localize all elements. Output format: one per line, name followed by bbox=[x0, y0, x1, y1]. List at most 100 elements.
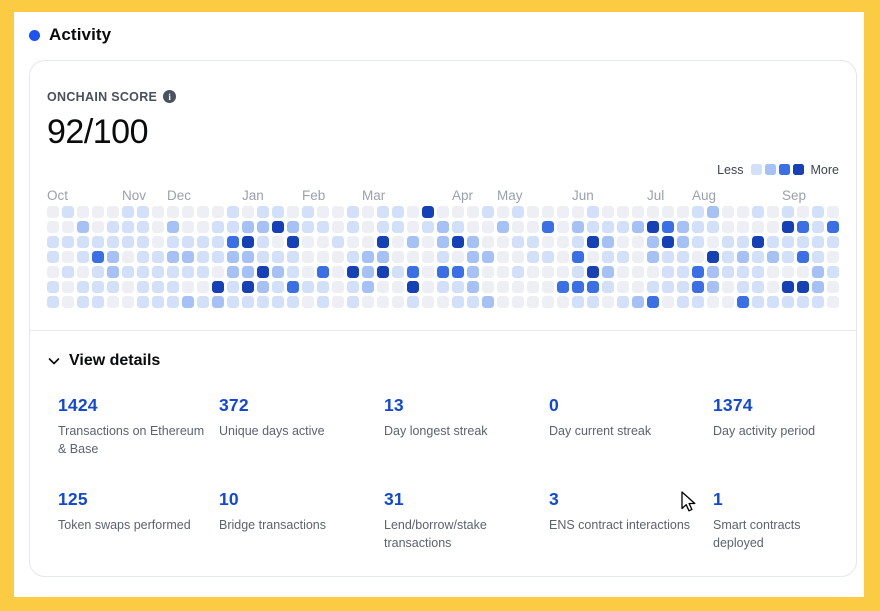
heatmap-cell bbox=[512, 236, 524, 248]
heatmap-cell bbox=[767, 221, 779, 233]
heatmap-cell bbox=[452, 236, 464, 248]
heatmap-cell bbox=[317, 251, 329, 263]
stat-value: 13 bbox=[384, 395, 404, 415]
heatmap-cell bbox=[647, 266, 659, 278]
heatmap-cell bbox=[377, 221, 389, 233]
heatmap-cell bbox=[482, 266, 494, 278]
legend-less-label: Less bbox=[717, 162, 744, 177]
heatmap-cell bbox=[212, 236, 224, 248]
stat-item: 3 ENS contract interactions bbox=[549, 489, 713, 552]
chevron-down-icon bbox=[47, 354, 61, 368]
heatmap-cell bbox=[722, 281, 734, 293]
heatmap-cell bbox=[692, 266, 704, 278]
heatmap-cell bbox=[662, 221, 674, 233]
heatmap-cell bbox=[317, 281, 329, 293]
heatmap-cell bbox=[587, 281, 599, 293]
stat-label: Day current streak bbox=[549, 424, 652, 438]
heatmap-cell bbox=[587, 251, 599, 263]
heatmap-cell bbox=[167, 221, 179, 233]
heatmap-cell bbox=[332, 266, 344, 278]
heatmap-cell bbox=[812, 281, 824, 293]
stat-label: Smart contracts deployed bbox=[713, 518, 801, 551]
heatmap-cell bbox=[527, 296, 539, 308]
heatmap-cell bbox=[182, 296, 194, 308]
heatmap-cell bbox=[497, 266, 509, 278]
heatmap-cell bbox=[197, 281, 209, 293]
heatmap-cell bbox=[527, 236, 539, 248]
heatmap-cell bbox=[137, 221, 149, 233]
heatmap-cell bbox=[587, 296, 599, 308]
heatmap-cell bbox=[662, 266, 674, 278]
onchain-score-label: ONCHAIN SCORE bbox=[47, 89, 158, 104]
heatmap-cell bbox=[257, 281, 269, 293]
heatmap-cell bbox=[317, 296, 329, 308]
heatmap-cell bbox=[302, 221, 314, 233]
heatmap-cell bbox=[497, 296, 509, 308]
heatmap-cell bbox=[77, 221, 89, 233]
legend-swatch bbox=[750, 164, 762, 175]
heatmap-cell bbox=[632, 221, 644, 233]
heatmap-cell bbox=[227, 221, 239, 233]
heatmap-cell bbox=[47, 236, 59, 248]
stat-label: Day activity period bbox=[713, 424, 816, 438]
heatmap-cell bbox=[632, 206, 644, 218]
heatmap-cell bbox=[647, 221, 659, 233]
stat-label: Unique days active bbox=[219, 424, 325, 438]
heatmap-cell bbox=[452, 296, 464, 308]
heatmap-cell bbox=[422, 281, 434, 293]
heatmap-cell bbox=[632, 236, 644, 248]
heatmap-cell bbox=[287, 296, 299, 308]
heatmap-cell bbox=[722, 236, 734, 248]
heatmap-cell bbox=[407, 296, 419, 308]
month-label: Dec bbox=[167, 188, 192, 203]
heatmap-cell bbox=[407, 266, 419, 278]
heatmap-cell bbox=[392, 221, 404, 233]
view-details-label: View details bbox=[69, 352, 161, 369]
heatmap-cell bbox=[692, 206, 704, 218]
heatmap-cell bbox=[722, 251, 734, 263]
heatmap-cell bbox=[677, 281, 689, 293]
heatmap-legend: Less More bbox=[47, 162, 839, 177]
heatmap-cell bbox=[782, 266, 794, 278]
heatmap-cell bbox=[617, 236, 629, 248]
heatmap-cell bbox=[587, 266, 599, 278]
heatmap-cell bbox=[782, 281, 794, 293]
heatmap-cell bbox=[257, 296, 269, 308]
heatmap-cell bbox=[392, 206, 404, 218]
heatmap-cell bbox=[392, 251, 404, 263]
info-icon[interactable]: i bbox=[163, 90, 177, 103]
heatmap-cell bbox=[572, 236, 584, 248]
heatmap-cell bbox=[797, 296, 809, 308]
heatmap-cell bbox=[557, 266, 569, 278]
heatmap-cell bbox=[92, 206, 104, 218]
heatmap-cell bbox=[497, 251, 509, 263]
heatmap-cell bbox=[362, 251, 374, 263]
heatmap-cell bbox=[632, 296, 644, 308]
heatmap-cell bbox=[197, 236, 209, 248]
heatmap-cell bbox=[77, 296, 89, 308]
stat-value: 372 bbox=[219, 395, 249, 415]
heatmap-cell bbox=[452, 266, 464, 278]
heatmap-cell bbox=[707, 236, 719, 248]
heatmap-cell bbox=[197, 296, 209, 308]
heatmap-cell bbox=[122, 236, 134, 248]
heatmap-cell bbox=[722, 266, 734, 278]
heatmap-cell bbox=[752, 251, 764, 263]
heatmap-cell bbox=[422, 206, 434, 218]
heatmap-cell bbox=[137, 251, 149, 263]
month-label: Oct bbox=[47, 188, 69, 203]
view-details-toggle[interactable]: View details bbox=[47, 352, 160, 370]
heatmap-cell bbox=[737, 296, 749, 308]
heatmap-cell bbox=[797, 281, 809, 293]
heatmap-cell bbox=[812, 206, 824, 218]
heatmap-cell bbox=[92, 266, 104, 278]
heatmap-cell bbox=[62, 251, 74, 263]
onchain-score-card: ONCHAIN SCORE i 92/100 Less More Oct Nov D… bbox=[29, 60, 857, 577]
heatmap-cell bbox=[332, 296, 344, 308]
heatmap-cell bbox=[482, 236, 494, 248]
heatmap-cell bbox=[482, 221, 494, 233]
heatmap-cell bbox=[152, 281, 164, 293]
heatmap-cell bbox=[437, 251, 449, 263]
heatmap-cell bbox=[422, 266, 434, 278]
